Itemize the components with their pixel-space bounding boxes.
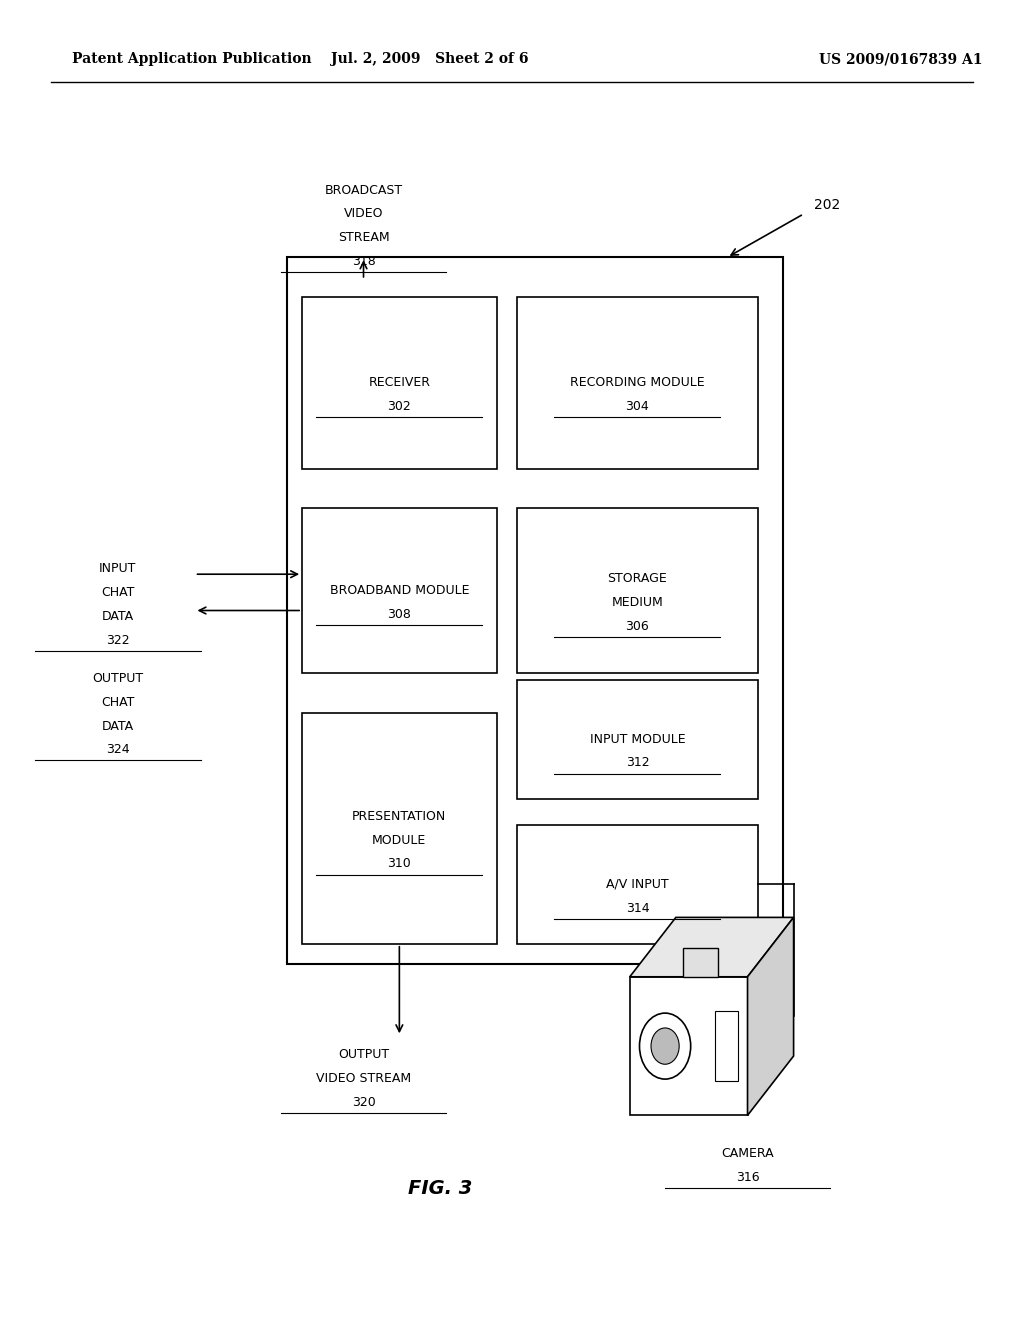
Text: INPUT MODULE: INPUT MODULE	[590, 733, 685, 746]
Bar	[302, 713, 497, 944]
Circle shape	[651, 1028, 679, 1064]
Bar	[517, 297, 758, 469]
Text: CHAT: CHAT	[101, 696, 134, 709]
Text: 304: 304	[626, 400, 649, 413]
Text: CAMERA: CAMERA	[721, 1147, 774, 1160]
Text: 308: 308	[387, 609, 412, 620]
Bar	[517, 680, 758, 799]
Text: MODULE: MODULE	[373, 834, 426, 846]
Bar	[517, 825, 758, 944]
Text: DATA: DATA	[101, 719, 134, 733]
Bar	[302, 297, 497, 469]
Text: RECEIVER: RECEIVER	[369, 376, 430, 389]
Text: 302: 302	[387, 400, 412, 413]
Text: STORAGE: STORAGE	[607, 573, 668, 585]
Text: 314: 314	[626, 902, 649, 915]
Text: 306: 306	[626, 620, 649, 632]
Text: 310: 310	[387, 858, 412, 870]
Text: RECORDING MODULE: RECORDING MODULE	[570, 376, 705, 389]
Text: 202: 202	[814, 198, 841, 211]
Text: 312: 312	[626, 756, 649, 770]
Polygon shape	[748, 917, 794, 1115]
Text: OUTPUT: OUTPUT	[338, 1048, 389, 1061]
Bar	[630, 977, 748, 1115]
Text: STREAM: STREAM	[338, 231, 389, 244]
Bar	[287, 257, 783, 964]
Text: CHAT: CHAT	[101, 586, 134, 599]
Text: Patent Application Publication: Patent Application Publication	[72, 53, 311, 66]
Text: DATA: DATA	[101, 610, 134, 623]
Text: Jul. 2, 2009   Sheet 2 of 6: Jul. 2, 2009 Sheet 2 of 6	[332, 53, 528, 66]
Text: 322: 322	[105, 634, 130, 647]
Text: 324: 324	[105, 743, 130, 756]
Circle shape	[639, 1014, 691, 1080]
Text: 320: 320	[351, 1096, 376, 1109]
Bar	[302, 508, 497, 673]
Bar	[715, 1011, 738, 1081]
Text: 316: 316	[735, 1171, 760, 1184]
Text: INPUT: INPUT	[99, 562, 136, 576]
Text: OUTPUT: OUTPUT	[92, 672, 143, 685]
Text: A/V INPUT: A/V INPUT	[606, 878, 669, 891]
Polygon shape	[683, 948, 718, 977]
Text: US 2009/0167839 A1: US 2009/0167839 A1	[819, 53, 983, 66]
Text: PRESENTATION: PRESENTATION	[352, 810, 446, 822]
Text: VIDEO: VIDEO	[344, 207, 383, 220]
Text: FIG. 3: FIG. 3	[409, 1179, 472, 1197]
Text: BROADBAND MODULE: BROADBAND MODULE	[330, 585, 469, 597]
Text: BROADCAST: BROADCAST	[325, 183, 402, 197]
Text: MEDIUM: MEDIUM	[611, 597, 664, 609]
Polygon shape	[630, 917, 794, 977]
Text: VIDEO STREAM: VIDEO STREAM	[316, 1072, 411, 1085]
Text: 318: 318	[351, 255, 376, 268]
Bar	[517, 508, 758, 673]
